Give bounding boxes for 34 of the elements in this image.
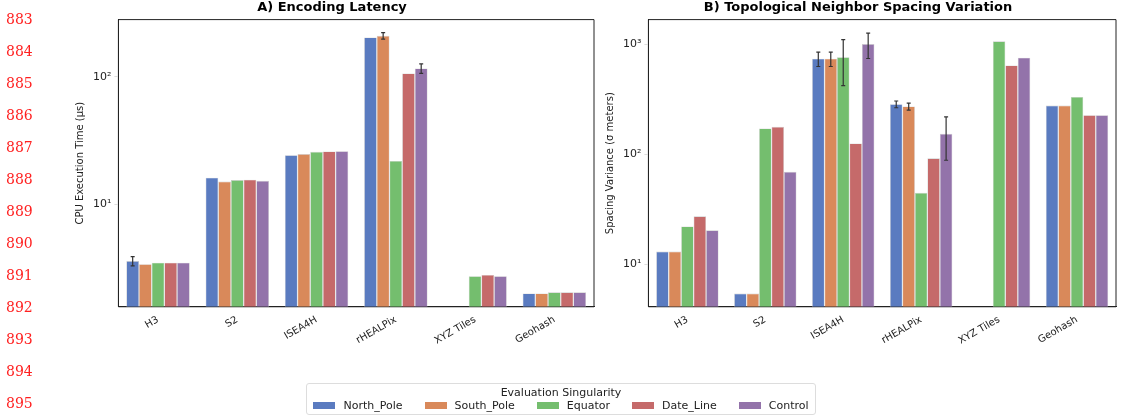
x-tick-label: XYZ Tiles xyxy=(432,313,478,346)
legend-label: Equator xyxy=(566,399,611,412)
text: 884 xyxy=(6,42,33,61)
legend-label: North_Pole xyxy=(343,399,403,412)
legend-label: South_Pole xyxy=(454,399,515,412)
x-tick-label: H3 xyxy=(672,313,690,330)
text: 890 xyxy=(6,234,33,253)
x-tick-label: H3 xyxy=(142,313,161,330)
y-tick-label: 10¹ xyxy=(622,257,642,271)
x-tick-label: S2 xyxy=(751,313,768,330)
text: 894 xyxy=(6,362,33,381)
y-tick-label: 10³ xyxy=(622,36,642,50)
text: 889 xyxy=(6,202,33,221)
y-tick-label: 10² xyxy=(622,146,642,160)
text: 886 xyxy=(6,106,33,125)
text: 888 xyxy=(6,170,33,189)
text: 892 xyxy=(6,298,33,317)
y-axis-title: CPU Execution Time (μs) xyxy=(73,101,85,225)
legend-label: Control xyxy=(768,399,809,412)
chart-title: B) Topological Neighbor Spacing Variation xyxy=(703,0,1013,15)
chart-title: A) Encoding Latency xyxy=(257,0,408,15)
x-tick-label: XYZ Tiles xyxy=(956,313,1002,346)
text: 895 xyxy=(6,394,33,413)
legend-title: Evaluation Singularity xyxy=(499,386,623,399)
text: 883 xyxy=(6,10,33,29)
legend-label: Date_Line xyxy=(662,399,717,412)
text: 893 xyxy=(6,330,33,349)
text: 891 xyxy=(6,266,33,285)
x-tick-label: S2 xyxy=(223,313,240,330)
text: 885 xyxy=(6,74,33,93)
y-tick-label: 10¹ xyxy=(92,197,112,211)
text: 887 xyxy=(6,138,33,157)
y-axis-title: Spacing Variance (σ meters) xyxy=(603,92,615,235)
y-tick-label: 10² xyxy=(92,69,112,83)
